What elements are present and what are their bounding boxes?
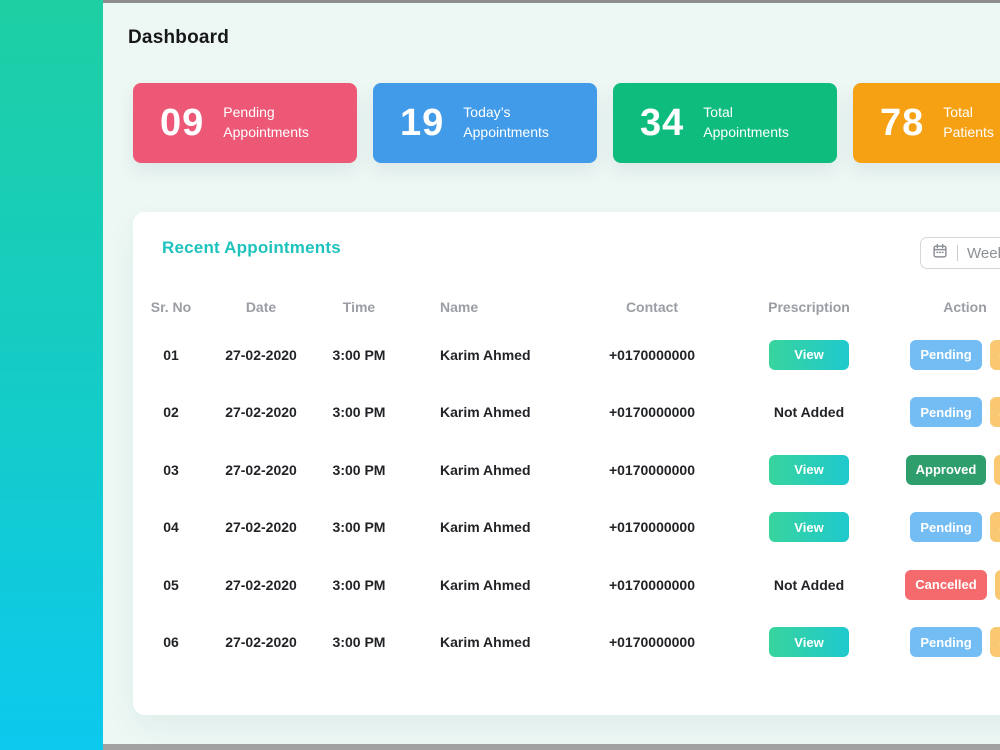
sr-cell: 02 [163, 404, 179, 421]
status-badge[interactable]: Pending [910, 339, 982, 370]
stat-card-total-patients: 78 Total Patients [853, 83, 1000, 163]
stat-card-total-appointments: 34 Total Appointments [613, 83, 837, 163]
view-prescription-button[interactable]: View [769, 339, 849, 370]
edit-appointment-button[interactable] [994, 569, 1000, 600]
table-row: 06 27-02-2020 3:00 PM Karim Ahmed +01700… [133, 614, 1000, 672]
table-row: 04 27-02-2020 3:00 PM Karim Ahmed +01700… [133, 499, 1000, 557]
sr-cell: 06 [163, 634, 179, 651]
main-content: Dashboard 09 Pending Appointments 19 Toda… [103, 3, 1000, 744]
contact-cell: +0170000000 [608, 346, 696, 363]
contact-cell: +0170000000 [608, 576, 696, 593]
window-border-top [103, 0, 1000, 3]
panel-title: Recent Appointments [162, 238, 341, 257]
view-prescription-button[interactable]: View [769, 512, 849, 543]
date-cell: 27-02-2020 [225, 576, 297, 593]
calendar-icon [932, 243, 948, 263]
name-cell: Karim Ahmed [440, 634, 531, 651]
column-header-sr: Sr. No [150, 299, 192, 315]
time-cell: 3:00 PM [332, 634, 386, 651]
prescription-not-added: Not Added [773, 576, 845, 593]
stat-card-todays-appointments: 19 Today’s Appointments [373, 83, 597, 163]
edit-appointment-button[interactable] [990, 339, 1000, 370]
contact-cell: +0170000000 [608, 634, 696, 651]
date-cell: 27-02-2020 [225, 634, 297, 651]
stat-label: Total Appointments [703, 104, 789, 140]
table-row: 05 27-02-2020 3:00 PM Karim Ahmed +01700… [133, 556, 1000, 614]
sidebar-nav-strip [0, 0, 103, 750]
date-cell: 27-02-2020 [225, 519, 297, 536]
edit-appointment-button[interactable] [994, 454, 1000, 485]
status-badge[interactable]: Pending [910, 627, 982, 658]
stat-label: Total Patients [943, 104, 994, 140]
sr-cell: 05 [163, 576, 179, 593]
contact-cell: +0170000000 [608, 519, 696, 536]
column-header-prescription: Prescription [768, 299, 850, 315]
divider [957, 245, 958, 261]
table-header-row: Sr. No Date Time Name Contact Prescripti… [133, 288, 1000, 326]
edit-appointment-button[interactable] [990, 627, 1000, 658]
contact-cell: +0170000000 [608, 404, 696, 421]
date-cell: 27-02-2020 [225, 461, 297, 478]
column-header-time: Time [342, 299, 376, 315]
time-cell: 3:00 PM [332, 404, 386, 421]
name-cell: Karim Ahmed [440, 576, 531, 593]
recent-appointments-panel: Recent Appointments Week Sr. No Date Tim… [133, 212, 1000, 715]
edit-appointment-button[interactable] [990, 512, 1000, 543]
week-filter-button[interactable]: Week [920, 237, 1000, 269]
name-cell: Karim Ahmed [440, 461, 531, 478]
table-row: 01 27-02-2020 3:00 PM Karim Ahmed +01700… [133, 326, 1000, 384]
status-badge[interactable]: Approved [905, 454, 987, 485]
table-body: 01 27-02-2020 3:00 PM Karim Ahmed +01700… [133, 326, 1000, 671]
table-row: 03 27-02-2020 3:00 PM Karim Ahmed +01700… [133, 441, 1000, 499]
contact-cell: +0170000000 [608, 461, 696, 478]
view-prescription-button[interactable]: View [769, 454, 849, 485]
stat-label: Today’s Appointments [463, 104, 549, 140]
table-row: 02 27-02-2020 3:00 PM Karim Ahmed +01700… [133, 384, 1000, 442]
name-cell: Karim Ahmed [440, 346, 531, 363]
time-cell: 3:00 PM [332, 519, 386, 536]
status-badge[interactable]: Pending [910, 397, 982, 428]
name-cell: Karim Ahmed [440, 519, 531, 536]
status-badge[interactable]: Cancelled [905, 569, 987, 600]
week-filter-label: Week [967, 244, 1000, 262]
time-cell: 3:00 PM [332, 576, 386, 593]
stat-value: 09 [160, 102, 205, 144]
edit-appointment-button[interactable] [990, 397, 1000, 428]
time-cell: 3:00 PM [332, 461, 386, 478]
status-badge[interactable]: Pending [910, 512, 982, 543]
page-title: Dashboard [128, 27, 230, 48]
prescription-not-added: Not Added [773, 404, 845, 421]
date-cell: 27-02-2020 [225, 346, 297, 363]
stat-value: 19 [400, 102, 445, 144]
stat-value: 34 [640, 102, 685, 144]
date-cell: 27-02-2020 [225, 404, 297, 421]
column-header-name: Name [440, 299, 479, 315]
view-prescription-button[interactable]: View [769, 627, 849, 658]
column-header-contact: Contact [625, 299, 679, 315]
sr-cell: 01 [163, 346, 179, 363]
sr-cell: 03 [163, 461, 179, 478]
stat-card-pending-appointments: 09 Pending Appointments [133, 83, 357, 163]
stat-label: Pending Appointments [223, 104, 309, 140]
sr-cell: 04 [163, 519, 179, 536]
stat-value: 78 [880, 102, 925, 144]
column-header-action: Action [943, 299, 987, 315]
stat-cards-row: 09 Pending Appointments 19 Today’s Appoint… [133, 83, 1000, 163]
name-cell: Karim Ahmed [440, 404, 531, 421]
time-cell: 3:00 PM [332, 346, 386, 363]
column-header-date: Date [245, 299, 277, 315]
window-border-bottom [103, 744, 1000, 750]
